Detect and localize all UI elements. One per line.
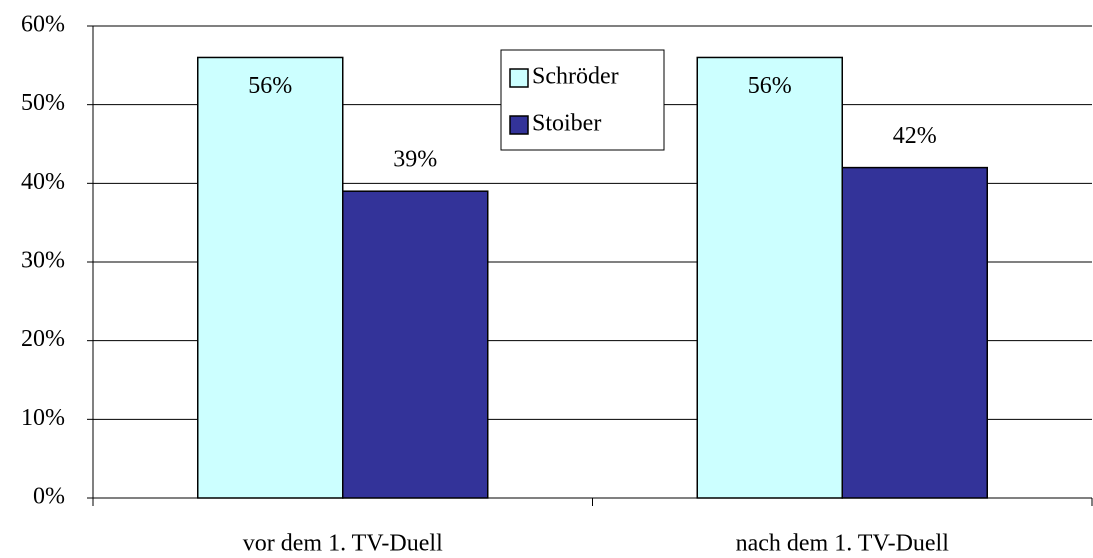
x-tick-label: vor dem 1. TV-Duell <box>243 531 443 557</box>
y-tick-label: 20% <box>21 326 65 352</box>
legend-label: Schröder <box>532 64 619 90</box>
data-label: 56% <box>748 73 792 99</box>
data-label: 39% <box>393 147 437 173</box>
legend-swatch <box>509 68 529 88</box>
bar <box>841 166 988 499</box>
y-tick-label: 10% <box>21 405 65 431</box>
y-tick-label: 40% <box>21 169 65 195</box>
y-tick-label: 0% <box>33 484 65 510</box>
bar <box>342 190 489 499</box>
y-tick-label: 30% <box>21 248 65 274</box>
bar <box>197 56 344 499</box>
x-tick-label: nach dem 1. TV-Duell <box>736 531 950 557</box>
legend-label: Stoiber <box>532 111 601 137</box>
y-tick-label: 60% <box>21 12 65 38</box>
bar <box>696 56 843 499</box>
legend-swatch <box>509 115 529 135</box>
data-label: 56% <box>248 73 292 99</box>
data-label: 42% <box>893 123 937 149</box>
y-tick-label: 50% <box>21 90 65 116</box>
